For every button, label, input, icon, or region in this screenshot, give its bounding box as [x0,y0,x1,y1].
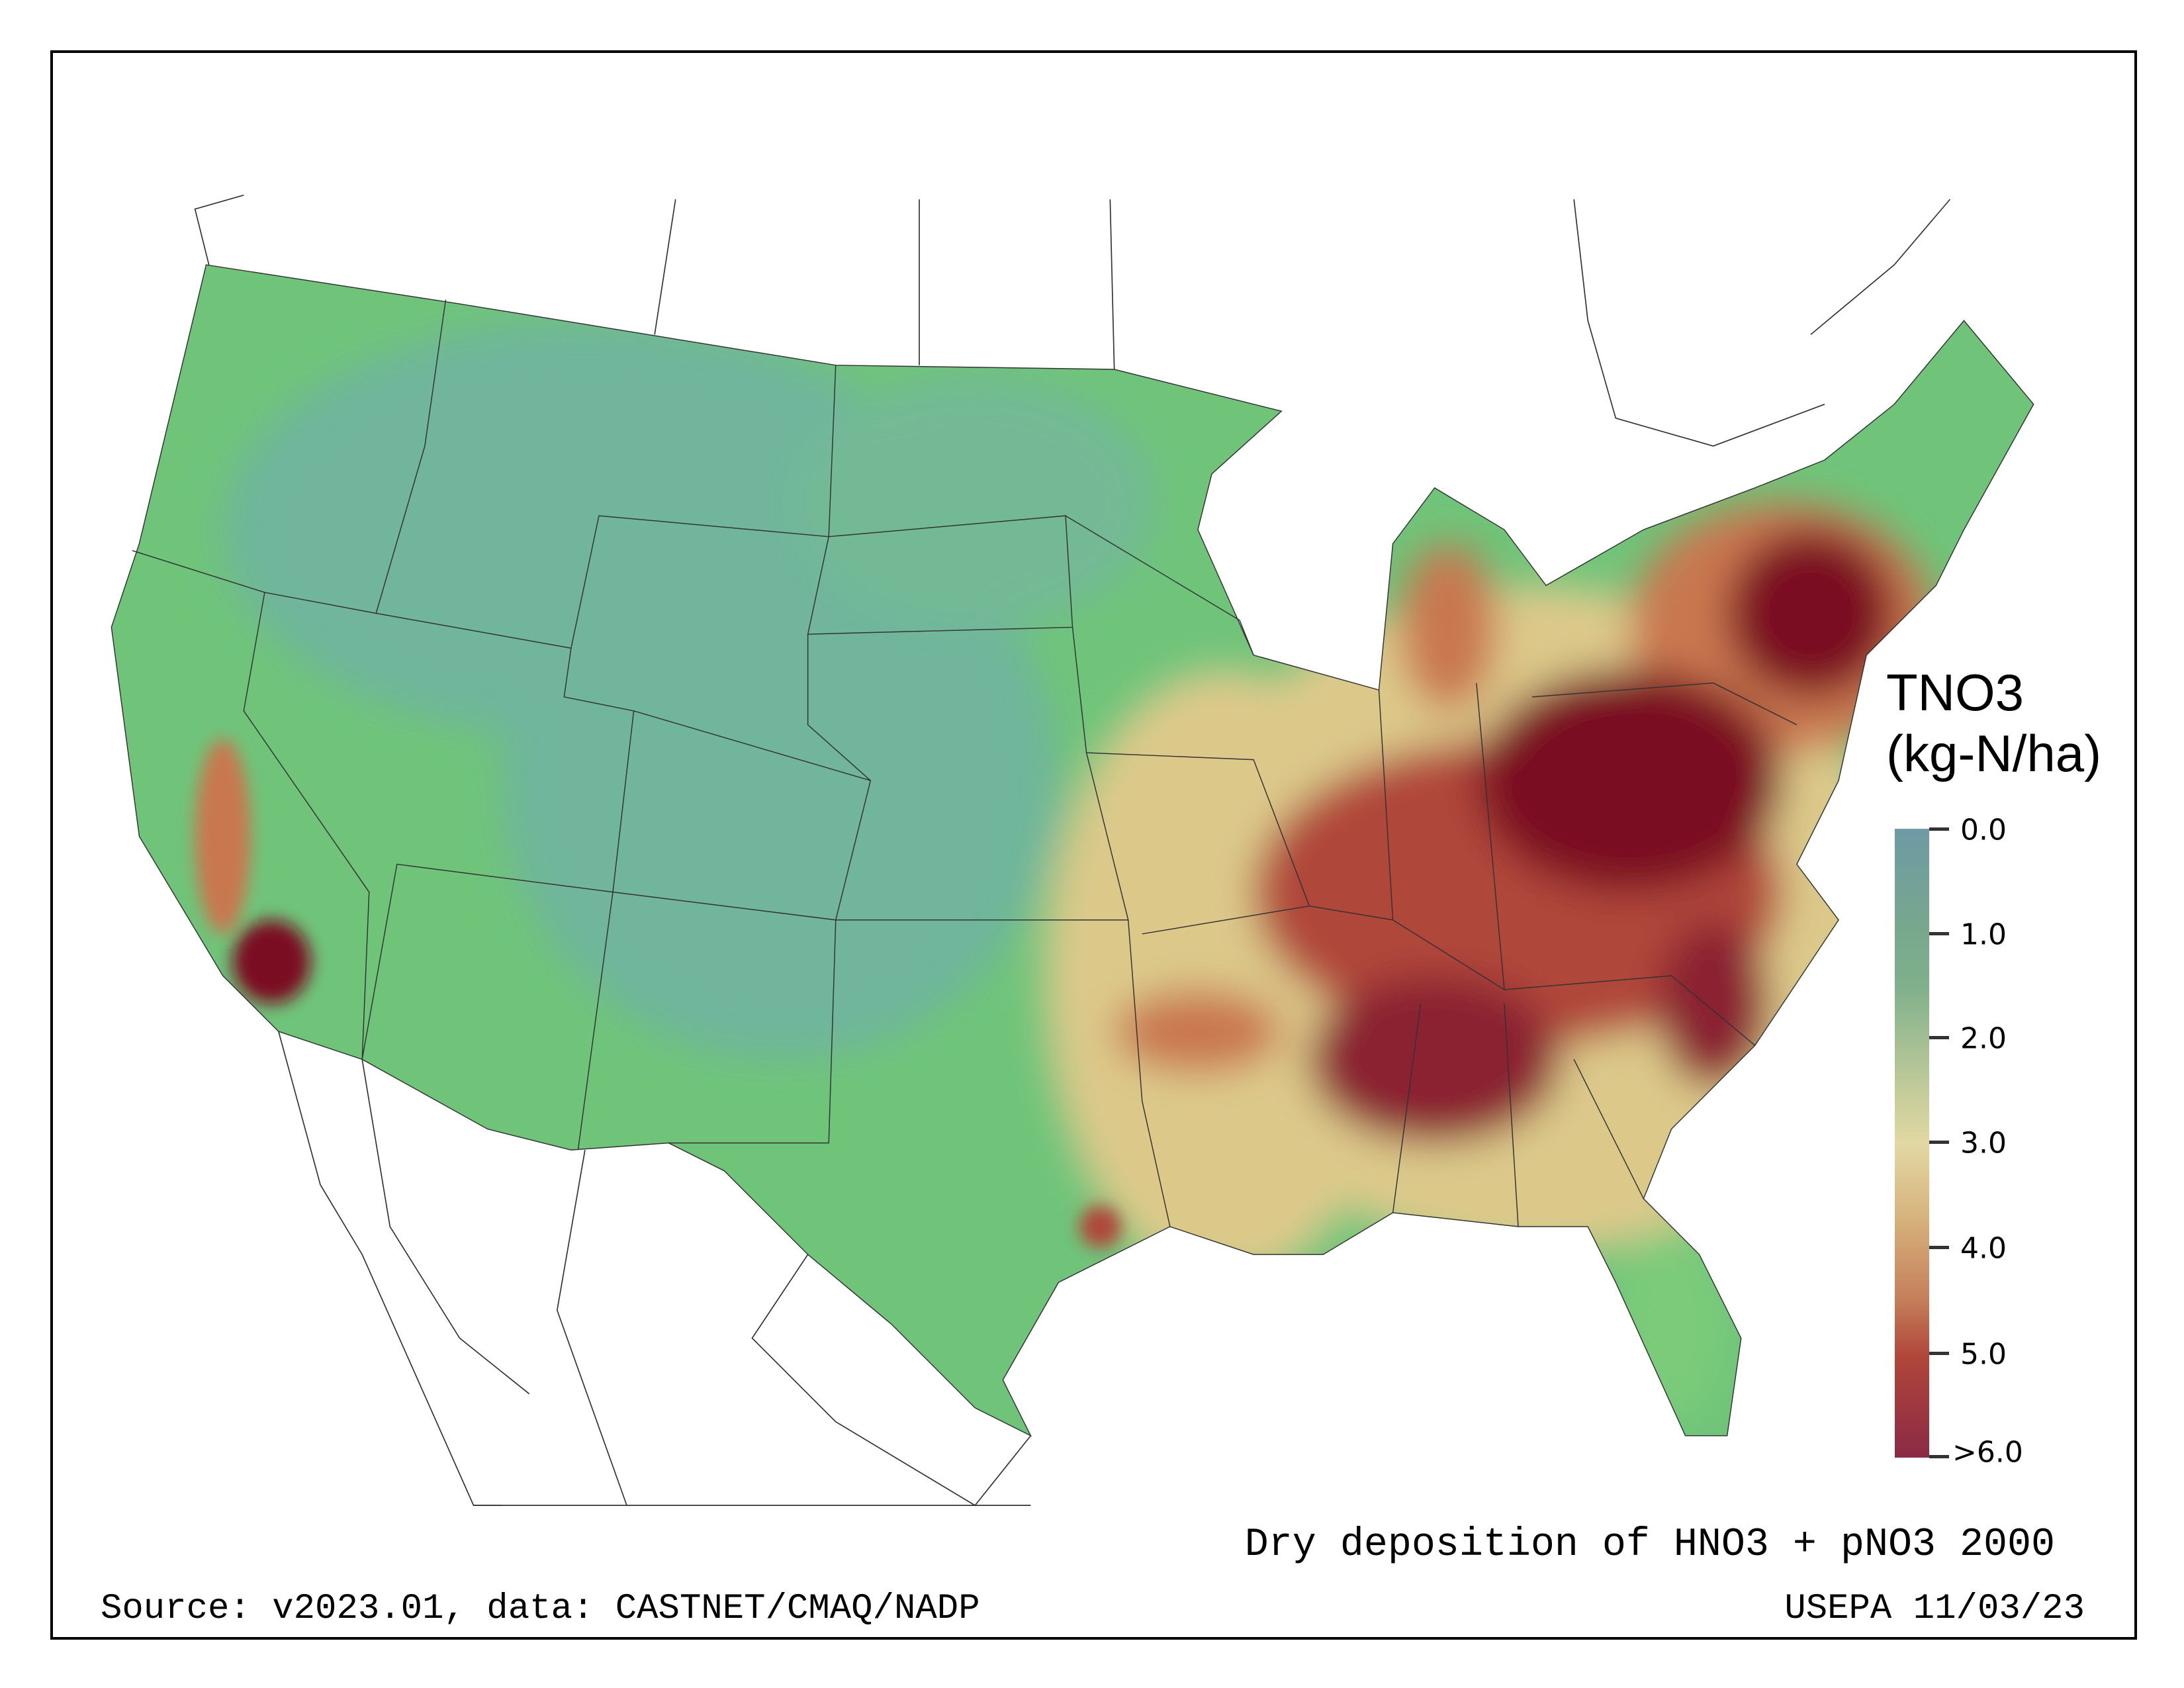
high-tennessee [1309,975,1561,1143]
colorbar-label: 1.0 [1960,917,2007,952]
high-los-angeles [232,919,311,1004]
florida-low [1615,1227,1727,1422]
legend-units: (kg-N/ha) [1886,724,2102,782]
high-new-england [1727,530,1895,697]
colorbar-label: 5.0 [1960,1337,2007,1372]
elevated-michigan [1400,543,1498,711]
colorbar-tick [1929,827,1949,831]
colorbar-tick [1929,1141,1949,1144]
colorbar-label: 2.0 [1960,1021,2007,1056]
legend-variable: TNO3 [1886,663,2025,722]
credit-note: USEPA 11/03/23 [1784,1589,2085,1629]
high-appalachia [1476,669,1783,892]
canada-outline [194,194,1951,447]
state-borders [111,264,2034,1437]
colorbar-tick [1929,1352,1949,1355]
map-title: Dry deposition of HNO3 + pNO3 2000 [1244,1523,2055,1568]
plains-region [794,376,1156,628]
colorbar-tick [1929,1246,1949,1249]
colorbar-label: >6.0 [1952,1435,2023,1470]
colorbar-tick [1929,932,1949,935]
elevated-houston [1079,1205,1122,1248]
high-carolina [1657,919,1769,1088]
figure-frame [50,50,2137,1640]
colorbar-label: 4.0 [1960,1231,2007,1266]
colorbar-tick [1929,1455,1949,1458]
colorbar [1895,829,1929,1458]
source-note: Source: v2023.01, data: CASTNET/CMAQ/NAD… [101,1589,980,1629]
elevated-central-valley [195,739,251,934]
colorbar-label: 3.0 [1960,1126,2007,1160]
colorbar-tick [1929,1036,1949,1039]
legend-title: TNO3 (kg-N/ha) [1886,662,2101,784]
colorbar-label: 0.0 [1960,813,2007,847]
elevated-arkansas [1114,990,1282,1074]
mexico-outline [278,1031,1032,1507]
